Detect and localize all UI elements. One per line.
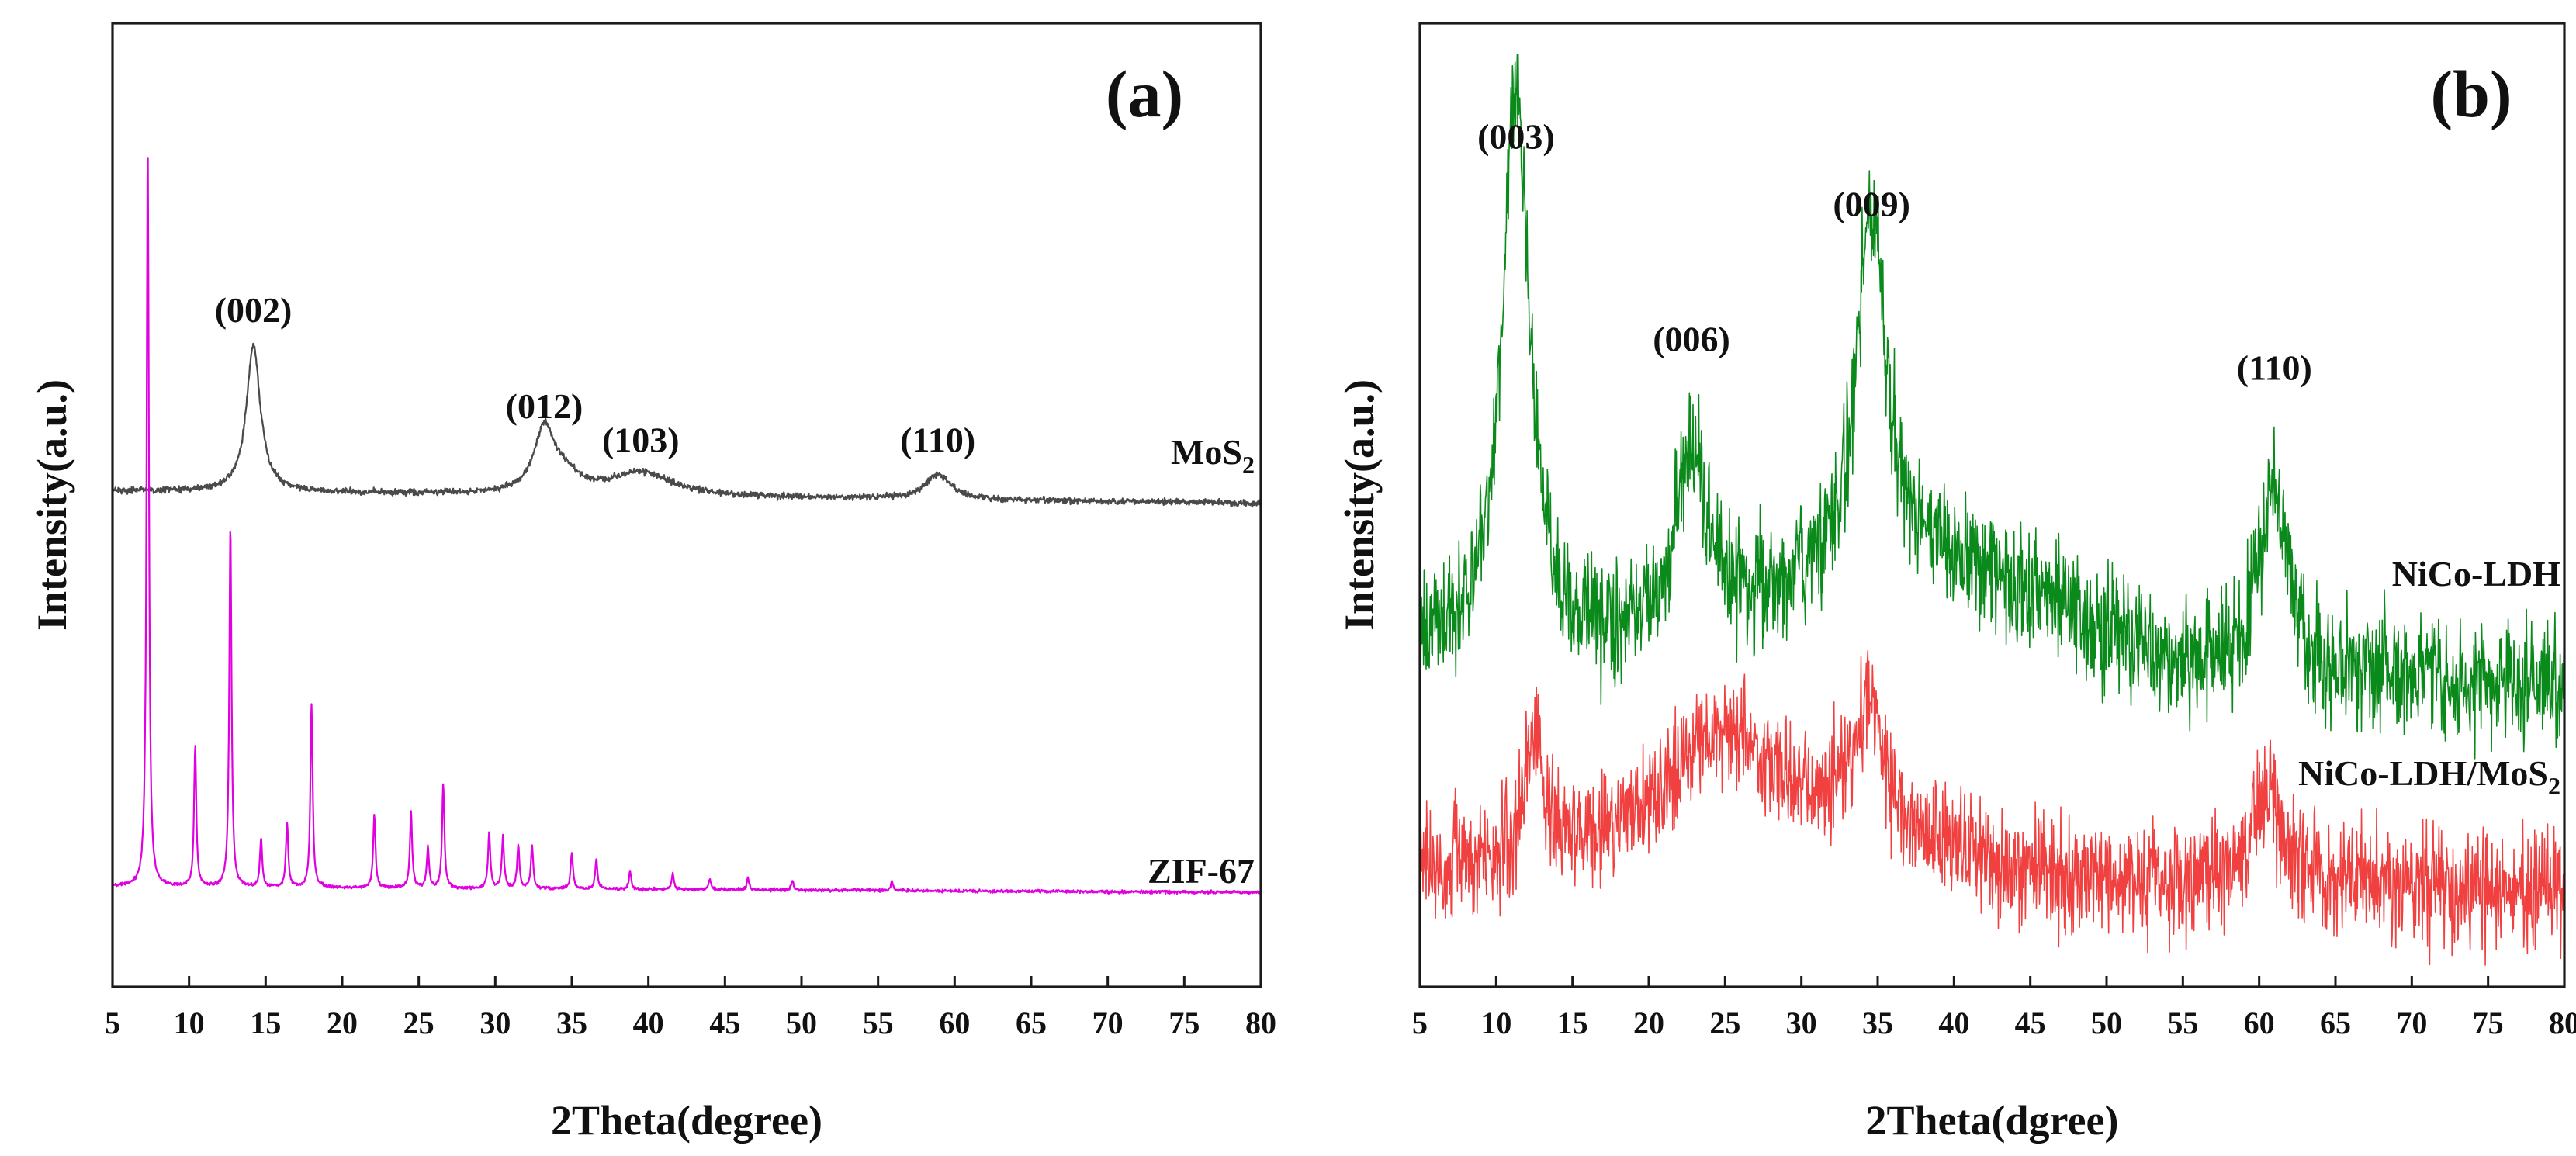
x-tick-label: 20 bbox=[327, 1005, 358, 1040]
x-tick-label: 45 bbox=[2015, 1005, 2046, 1040]
peak-annotation: (003) bbox=[1477, 116, 1555, 156]
series-label: ZIF-67 bbox=[1148, 851, 1255, 891]
x-tick-label: 50 bbox=[786, 1005, 817, 1040]
series-line-nico-ldh bbox=[1420, 54, 2564, 760]
x-tick-label: 25 bbox=[1709, 1005, 1740, 1040]
peak-annotation: (009) bbox=[1833, 184, 1910, 223]
x-tick-label: 70 bbox=[2396, 1005, 2427, 1040]
x-tick-label: 75 bbox=[1169, 1005, 1200, 1040]
x-tick-label: 40 bbox=[1938, 1005, 1969, 1040]
x-tick-label: 25 bbox=[403, 1005, 435, 1040]
x-tick-label: 80 bbox=[1245, 1005, 1276, 1040]
x-tick-label: 55 bbox=[863, 1005, 894, 1040]
series-line-zif-67 bbox=[113, 157, 1261, 895]
peak-annotation: (006) bbox=[1653, 319, 1730, 358]
x-tick-label: 50 bbox=[2091, 1005, 2122, 1040]
x-tick-label: 65 bbox=[2320, 1005, 2351, 1040]
x-tick-label: 5 bbox=[1412, 1005, 1428, 1040]
x-axis-label: 2Theta(degree) bbox=[551, 1097, 822, 1144]
series-line-mos2 bbox=[113, 342, 1261, 508]
x-tick-label: 40 bbox=[633, 1005, 664, 1040]
x-tick-label: 75 bbox=[2473, 1005, 2504, 1040]
peak-annotation: (110) bbox=[900, 421, 975, 460]
x-tick-label: 10 bbox=[1480, 1005, 1511, 1040]
x-tick-label: 65 bbox=[1016, 1005, 1047, 1040]
x-tick-label: 45 bbox=[709, 1005, 740, 1040]
panel-a: 5 10 15 20 25 30 35 40 45 50 55 60 65 70 75 80 2Theta(de… bbox=[29, 22, 1276, 1144]
x-tick-label: 60 bbox=[2244, 1005, 2275, 1040]
panel-b: 5 10 15 20 25 30 35 40 45 50 55 60 65 70 75 80 2Theta(dg… bbox=[1336, 22, 2576, 1144]
x-tick-label: 10 bbox=[174, 1005, 205, 1040]
x-axis-label: 2Theta(dgree) bbox=[1866, 1097, 2119, 1144]
peak-annotation: (012) bbox=[506, 386, 583, 426]
x-tick-label: 30 bbox=[1786, 1005, 1817, 1040]
y-axis-label: Intensity(a.u.) bbox=[1336, 379, 1383, 631]
x-tick-label: 5 bbox=[105, 1005, 120, 1040]
panel-label: (a) bbox=[1106, 57, 1183, 131]
x-tick-label: 35 bbox=[1862, 1005, 1893, 1040]
x-tick-label: 15 bbox=[250, 1005, 281, 1040]
x-tick-label: 80 bbox=[2549, 1005, 2576, 1040]
panel-label: (b) bbox=[2430, 57, 2512, 131]
peak-annotation: (103) bbox=[602, 421, 680, 460]
x-tick-label: 15 bbox=[1557, 1005, 1588, 1040]
series-label: NiCo-LDH/MoS2 bbox=[2298, 753, 2560, 800]
series-label: NiCo-LDH bbox=[2392, 554, 2560, 594]
axes-frame bbox=[1418, 22, 2566, 988]
series-line-nico-ldh-mos2 bbox=[1420, 649, 2564, 966]
x-tick-label: 35 bbox=[556, 1005, 587, 1040]
y-axis-label: Intensity(a.u.) bbox=[29, 379, 75, 631]
x-tick-label: 60 bbox=[939, 1005, 970, 1040]
peak-annotation: (002) bbox=[215, 290, 293, 330]
x-tick-label: 55 bbox=[2167, 1005, 2198, 1040]
x-tick-label: 20 bbox=[1633, 1005, 1664, 1040]
series-label: MoS2 bbox=[1171, 432, 1255, 479]
x-tick-label: 30 bbox=[480, 1005, 511, 1040]
peak-annotation: (110) bbox=[2237, 348, 2312, 388]
x-tick-label: 70 bbox=[1092, 1005, 1124, 1040]
axes-frame bbox=[111, 22, 1262, 988]
